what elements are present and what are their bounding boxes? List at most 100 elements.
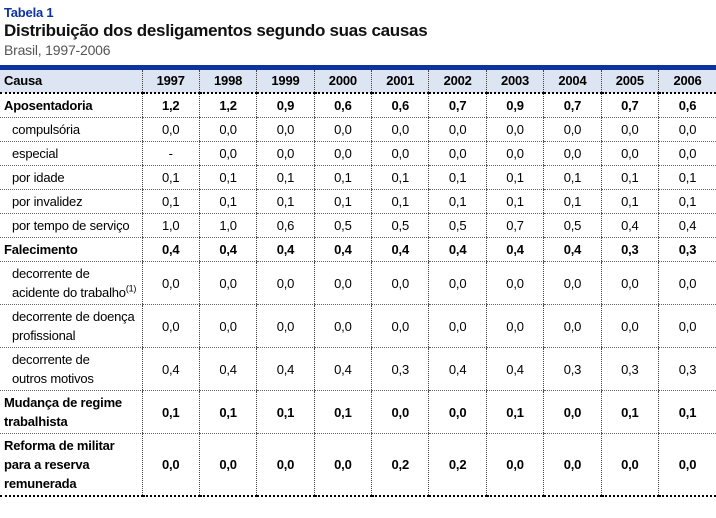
table-row: por invalidez 0,1 0,1 0,1 0,1 0,1 0,1 0,1 0,1 0,1… — [0, 189, 716, 214]
value-cell: 1,2 — [141, 93, 200, 118]
value-cell: 0,4 — [485, 347, 544, 391]
value-cell: 0,4 — [256, 347, 315, 391]
row-label: por tempo de serviço — [0, 213, 142, 238]
value-cell: 0,0 — [600, 304, 659, 348]
value-cell: 0,1 — [198, 390, 257, 434]
value-cell: 0,5 — [543, 213, 602, 238]
value-cell: 0,1 — [141, 165, 200, 190]
column-header-year: 1998 — [198, 65, 257, 94]
column-header-year: 2000 — [313, 65, 372, 94]
value-cell: 0,0 — [371, 390, 429, 434]
row-label: Falecimento — [0, 237, 142, 262]
value-cell: 0,0 — [198, 433, 257, 497]
value-cell: 0,0 — [256, 141, 315, 166]
value-cell: 0,4 — [371, 237, 429, 262]
value-cell: 0,3 — [543, 347, 602, 391]
value-cell: 1,0 — [141, 213, 200, 238]
row-label: decorrente de doença profissional — [0, 304, 142, 348]
row-label-text: por idade — [12, 170, 65, 185]
value-cell: 0,5 — [371, 213, 429, 238]
value-cell: 0,4 — [256, 237, 315, 262]
value-cell: 0,0 — [543, 141, 602, 166]
value-cell: 0,1 — [141, 189, 200, 214]
value-cell: 0,0 — [313, 304, 372, 348]
column-header-year: 1997 — [141, 65, 200, 94]
value-cell: 0,0 — [371, 117, 429, 142]
row-label-text: decorrente de doença profissional — [12, 309, 135, 343]
value-cell: 0,0 — [141, 433, 200, 497]
value-cell: 0,3 — [658, 237, 716, 262]
value-cell: 0,0 — [600, 141, 659, 166]
value-cell: 0,6 — [313, 93, 372, 118]
value-cell: 1,0 — [198, 213, 257, 238]
value-cell: 0,0 — [485, 304, 544, 348]
value-cell: 0,1 — [485, 189, 544, 214]
value-cell: 0,7 — [485, 213, 544, 238]
value-cell: 0,0 — [600, 117, 659, 142]
value-cell: 0,0 — [313, 261, 372, 305]
value-cell: 0,0 — [198, 141, 257, 166]
row-label-text: por invalidez — [12, 194, 83, 209]
value-cell: 0,1 — [141, 390, 200, 434]
value-cell: 0,0 — [543, 390, 602, 434]
row-label: Aposentadoria — [0, 93, 142, 118]
row-label: Reforma de militar para a reserva remune… — [0, 433, 142, 497]
row-label: decorrente de outros motivos — [0, 347, 142, 391]
row-label: decorrente de acidente do trabalho(1) — [0, 261, 142, 305]
value-cell: 0,1 — [198, 189, 257, 214]
footnote-marker: (1) — [125, 283, 137, 294]
table-row: Mudança de regime trabalhista 0,1 0,1 0,1 0,… — [0, 390, 716, 434]
value-cell: 0,0 — [313, 141, 372, 166]
value-cell: 0,4 — [141, 237, 200, 262]
value-cell: 0,0 — [485, 261, 544, 305]
value-cell: 0,0 — [141, 261, 200, 305]
value-cell: 0,0 — [485, 433, 544, 497]
value-cell: 0,0 — [256, 261, 315, 305]
table-label: Tabela 1 — [4, 5, 54, 20]
value-cell: 0,1 — [658, 390, 716, 434]
value-cell: 0,0 — [198, 261, 257, 305]
page-subtitle: Brasil, 1997-2006 — [4, 42, 111, 58]
row-label-text: decorrente de outros motivos — [12, 352, 94, 386]
value-cell: 0,1 — [428, 189, 487, 214]
value-cell: 0,0 — [543, 261, 602, 305]
table-row: especial -0,0 0,0 0,0 0,0 0,0 0,0 0,0 0,0 0,0 — [0, 141, 716, 166]
row-label-text: decorrente de acidente do trabalho — [12, 266, 126, 300]
row-label-text: Falecimento — [4, 242, 78, 257]
row-label: por idade — [0, 165, 142, 190]
value-cell: 0,0 — [428, 390, 487, 434]
value-cell: 0,0 — [428, 117, 487, 142]
value-cell: 0,1 — [485, 165, 544, 190]
value-cell: 0,4 — [428, 347, 487, 391]
value-cell: 0,0 — [658, 433, 716, 497]
value-cell: 0,2 — [428, 433, 487, 497]
column-header-year: 2006 — [658, 65, 716, 94]
row-label: especial — [0, 141, 142, 166]
table-row: decorrente de acidente do trabalho(1) 0,0… — [0, 261, 716, 305]
value-cell: 0,1 — [313, 165, 372, 190]
value-cell: 0,1 — [658, 165, 716, 190]
value-cell: 0,0 — [543, 433, 602, 497]
value-cell: 0,2 — [371, 433, 429, 497]
table-row: decorrente de outros motivos 0,4 0,4 0,4 0,4… — [0, 347, 716, 391]
value-cell: 0,1 — [485, 390, 544, 434]
table-row: Aposentadoria 1,2 1,2 0,9 0,6 0,6 0,7 0,9 0,7 0,7… — [0, 93, 716, 118]
value-cell: 0,0 — [600, 433, 659, 497]
column-header-year: 2001 — [371, 65, 429, 94]
table-row: Falecimento 0,4 0,4 0,4 0,4 0,4 0,4 0,4 0,4 0,3 0,… — [0, 237, 716, 262]
value-cell: 0,3 — [600, 237, 659, 262]
value-cell: 0,0 — [256, 117, 315, 142]
column-header-year: 1999 — [256, 65, 315, 94]
value-cell: 0,3 — [600, 347, 659, 391]
value-cell: 1,2 — [198, 93, 257, 118]
value-cell: 0,0 — [543, 304, 602, 348]
value-cell: 0,5 — [313, 213, 372, 238]
table-row: Reforma de militar para a reserva remune… — [0, 433, 716, 497]
value-cell: 0,7 — [428, 93, 487, 118]
value-cell: 0,6 — [658, 93, 716, 118]
value-cell: 0,0 — [198, 304, 257, 348]
value-cell: - — [141, 141, 200, 166]
value-cell: 0,4 — [658, 213, 716, 238]
value-cell: 0,0 — [256, 304, 315, 348]
